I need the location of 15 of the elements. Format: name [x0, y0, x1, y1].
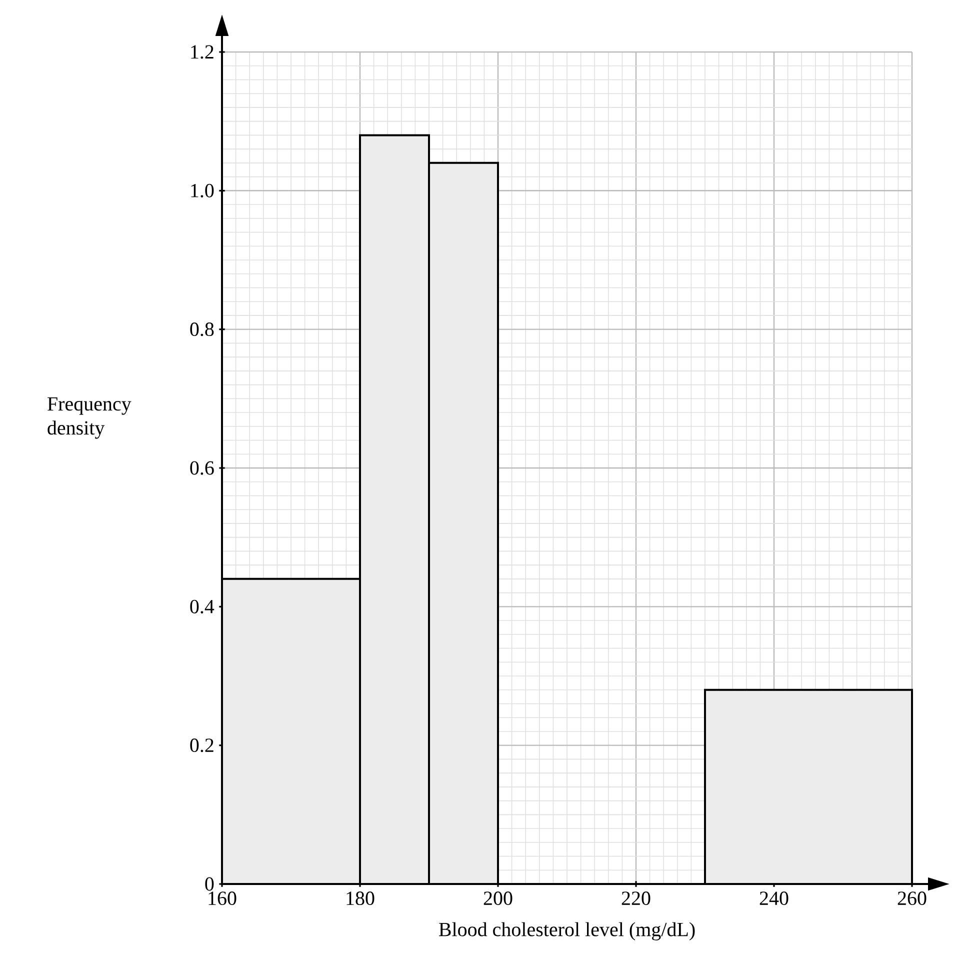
x-tick-label: 220	[622, 892, 650, 906]
y-tick-label: 1.2	[191, 45, 214, 59]
y-tick-label: 0.4	[190, 600, 214, 614]
x-axis-title: Blood cholesterol level (mg/dL)	[439, 922, 695, 940]
y-tick-label: 0.2	[190, 738, 214, 752]
x-tick-label: 240	[760, 892, 788, 906]
x-tick-label: 160	[208, 892, 236, 906]
y-tick-label: 0.8	[190, 322, 214, 336]
x-tick-label: 200	[484, 892, 512, 906]
x-tick-label: 260	[898, 892, 926, 906]
y-tick-label: 0	[205, 877, 214, 891]
y-axis-title: Frequency density	[48, 397, 132, 439]
y-tick-label: 0.6	[190, 461, 214, 475]
y-tick-label: 1.0	[191, 184, 214, 198]
x-tick-label: 180	[346, 892, 374, 906]
